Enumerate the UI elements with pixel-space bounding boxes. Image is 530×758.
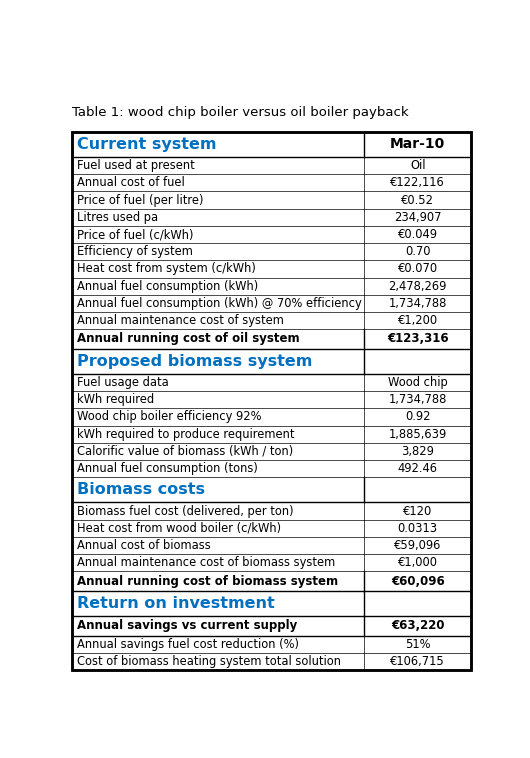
Text: Wood chip: Wood chip xyxy=(388,376,447,389)
Text: Annual running cost of oil system: Annual running cost of oil system xyxy=(77,333,299,346)
Text: Annual cost of biomass: Annual cost of biomass xyxy=(77,539,211,552)
Text: 2,478,269: 2,478,269 xyxy=(388,280,447,293)
Text: Return on investment: Return on investment xyxy=(77,596,275,611)
Text: Annual fuel consumption (kWh) @ 70% efficiency: Annual fuel consumption (kWh) @ 70% effi… xyxy=(77,297,361,310)
Text: Wood chip boiler efficiency 92%: Wood chip boiler efficiency 92% xyxy=(77,410,261,424)
Text: Annual fuel consumption (kWh): Annual fuel consumption (kWh) xyxy=(77,280,258,293)
Text: €59,096: €59,096 xyxy=(394,539,441,552)
Text: 51%: 51% xyxy=(405,637,430,650)
Text: Annual cost of fuel: Annual cost of fuel xyxy=(77,177,184,190)
Text: Price of fuel (c/kWh): Price of fuel (c/kWh) xyxy=(77,228,193,241)
Text: €106,715: €106,715 xyxy=(390,655,445,668)
Text: €0.070: €0.070 xyxy=(398,262,438,275)
Text: Price of fuel (per litre): Price of fuel (per litre) xyxy=(77,193,204,207)
Text: Annual maintenance cost of biomass system: Annual maintenance cost of biomass syste… xyxy=(77,556,335,569)
Text: 234,907: 234,907 xyxy=(394,211,441,224)
Text: €123,316: €123,316 xyxy=(387,333,448,346)
Text: Mar-10: Mar-10 xyxy=(390,137,445,152)
Text: Efficiency of system: Efficiency of system xyxy=(77,246,193,258)
Text: €1,200: €1,200 xyxy=(398,314,438,327)
Text: Calorific value of biomass (kWh / ton): Calorific value of biomass (kWh / ton) xyxy=(77,445,293,458)
Text: Heat cost from system (c/kWh): Heat cost from system (c/kWh) xyxy=(77,262,256,275)
Text: Fuel usage data: Fuel usage data xyxy=(77,376,169,389)
Text: Fuel used at present: Fuel used at present xyxy=(77,159,195,172)
Text: Heat cost from wood boiler (c/kWh): Heat cost from wood boiler (c/kWh) xyxy=(77,522,281,534)
Text: €60,096: €60,096 xyxy=(391,575,445,587)
Text: Current system: Current system xyxy=(77,137,216,152)
Text: €0.52: €0.52 xyxy=(401,193,434,207)
Text: Annual maintenance cost of system: Annual maintenance cost of system xyxy=(77,314,284,327)
Text: €63,220: €63,220 xyxy=(391,619,444,632)
Text: €120: €120 xyxy=(403,505,432,518)
Text: Table 1: wood chip boiler versus oil boiler payback: Table 1: wood chip boiler versus oil boi… xyxy=(72,105,409,118)
Text: 1,885,639: 1,885,639 xyxy=(388,428,447,440)
Text: Biomass fuel cost (delivered, per ton): Biomass fuel cost (delivered, per ton) xyxy=(77,505,294,518)
Text: Annual savings vs current supply: Annual savings vs current supply xyxy=(77,619,297,632)
Text: Annual savings fuel cost reduction (%): Annual savings fuel cost reduction (%) xyxy=(77,637,299,650)
Text: €122,116: €122,116 xyxy=(390,177,445,190)
Text: kWh required: kWh required xyxy=(77,393,154,406)
Text: Annual running cost of biomass system: Annual running cost of biomass system xyxy=(77,575,338,587)
Text: kWh required to produce requirement: kWh required to produce requirement xyxy=(77,428,295,440)
Text: Cost of biomass heating system total solution: Cost of biomass heating system total sol… xyxy=(77,655,341,668)
Text: Annual fuel consumption (tons): Annual fuel consumption (tons) xyxy=(77,462,258,475)
Text: Proposed biomass system: Proposed biomass system xyxy=(77,354,312,369)
Text: 0.70: 0.70 xyxy=(405,246,430,258)
Text: 1,734,788: 1,734,788 xyxy=(388,393,447,406)
Text: 492.46: 492.46 xyxy=(398,462,438,475)
Text: 3,829: 3,829 xyxy=(401,445,434,458)
Text: 0.0313: 0.0313 xyxy=(398,522,438,534)
Text: €0.049: €0.049 xyxy=(398,228,438,241)
Text: 1,734,788: 1,734,788 xyxy=(388,297,447,310)
Text: Oil: Oil xyxy=(410,159,426,172)
Text: Biomass costs: Biomass costs xyxy=(77,482,205,497)
Text: €1,000: €1,000 xyxy=(398,556,438,569)
Text: 0.92: 0.92 xyxy=(405,410,430,424)
Text: Litres used pa: Litres used pa xyxy=(77,211,158,224)
